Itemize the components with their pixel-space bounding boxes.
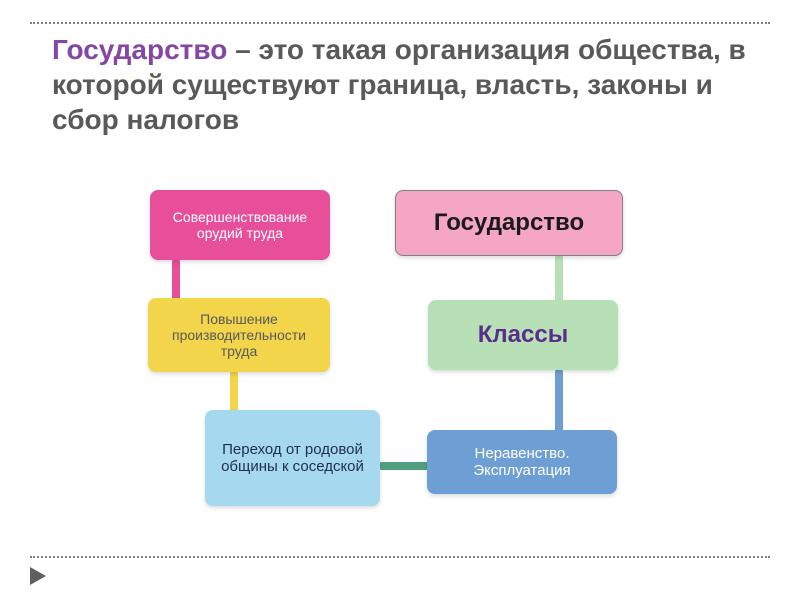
node-n6: Государство: [395, 190, 623, 256]
node-label: Классы: [478, 321, 568, 349]
node-n4: Неравенство. Эксплуатация: [427, 430, 617, 494]
connector-n5-n6: [555, 254, 563, 304]
node-label: Переход от родовой общины к соседской: [213, 441, 372, 476]
connector-n3-n4: [378, 462, 430, 470]
node-n3: Переход от родовой общины к соседской: [205, 410, 380, 506]
node-n1: Совершенствование орудий труда: [150, 190, 330, 260]
node-label: Государство: [434, 209, 584, 237]
node-label: Совершенствование орудий труда: [158, 209, 322, 241]
bottom-divider: [30, 556, 770, 558]
node-label: Повышение производительности труда: [156, 311, 322, 359]
triangle-bullet-icon: [30, 567, 46, 585]
connector-n1-n2: [172, 258, 180, 302]
node-label: Неравенство. Эксплуатация: [435, 445, 609, 480]
node-n2: Повышение производительности труда: [148, 298, 330, 372]
flowchart: Совершенствование орудий труда Повышение …: [0, 0, 800, 600]
connector-n4-n5: [555, 368, 563, 434]
connector-n2-n3: [230, 370, 238, 414]
node-n5: Классы: [428, 300, 618, 370]
